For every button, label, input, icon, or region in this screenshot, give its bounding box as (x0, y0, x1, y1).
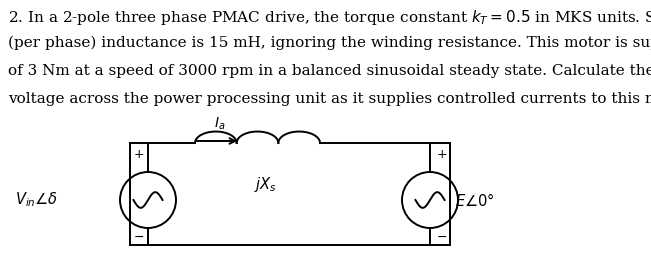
Text: $I_a$: $I_a$ (214, 116, 226, 132)
Text: $jX_s$: $jX_s$ (254, 176, 277, 195)
Text: $E\angle0°$: $E\angle0°$ (455, 191, 495, 208)
Text: +: + (134, 148, 145, 162)
Text: $V_{in}\angle\delta$: $V_{in}\angle\delta$ (15, 191, 58, 209)
Text: +: + (437, 148, 448, 162)
Text: (per phase) inductance is 15 mH, ignoring the winding resistance. This motor is : (per phase) inductance is 15 mH, ignorin… (8, 36, 651, 51)
Text: −: − (134, 231, 145, 243)
Text: 2. In a 2-pole three phase PMAC drive, the torque constant $k_T = 0.5$ in MKS un: 2. In a 2-pole three phase PMAC drive, t… (8, 8, 651, 27)
Text: of 3 Nm at a speed of 3000 rpm in a balanced sinusoidal steady state. Calculate : of 3 Nm at a speed of 3000 rpm in a bala… (8, 64, 651, 78)
Text: voltage across the power processing unit as it supplies controlled currents to t: voltage across the power processing unit… (8, 92, 651, 106)
Text: −: − (437, 231, 447, 243)
